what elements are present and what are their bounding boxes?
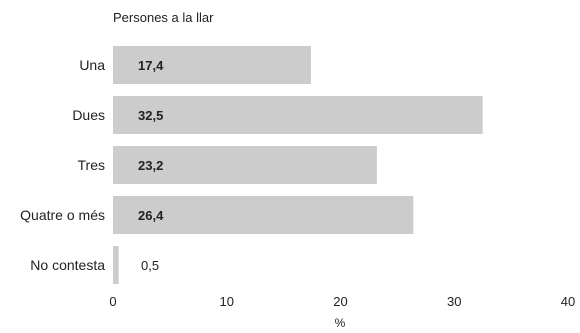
bar-value-label: 0,5 [141,258,159,273]
bar-value-label: 17,4 [138,58,164,73]
bar-value-label: 32,5 [138,108,163,123]
chart-title: Persones a la llar [113,10,214,25]
category-label: No contesta [30,257,105,273]
category-label: Quatre o més [20,207,105,223]
x-axis-label: % [335,316,346,328]
x-tick-label: 30 [447,294,461,309]
bar-value-label: 23,2 [138,158,163,173]
bar [113,146,377,184]
x-tick-label: 40 [561,294,575,309]
x-tick-label: 10 [220,294,234,309]
bar [113,46,311,84]
x-axis: 0 10 20 30 40 [109,294,575,309]
bar [113,96,483,134]
category-label: Tres [78,157,105,173]
category-label: Dues [72,107,105,123]
x-tick-label: 0 [109,294,116,309]
bars-layer: Una 17,4 Dues 32,5 Tres 23,2 Quatre o més 26,4 N… [20,46,483,284]
bar [113,196,414,234]
category-label: Una [79,57,105,73]
x-tick-label: 20 [333,294,347,309]
bar-value-label: 26,4 [138,208,164,223]
bar [113,246,119,284]
